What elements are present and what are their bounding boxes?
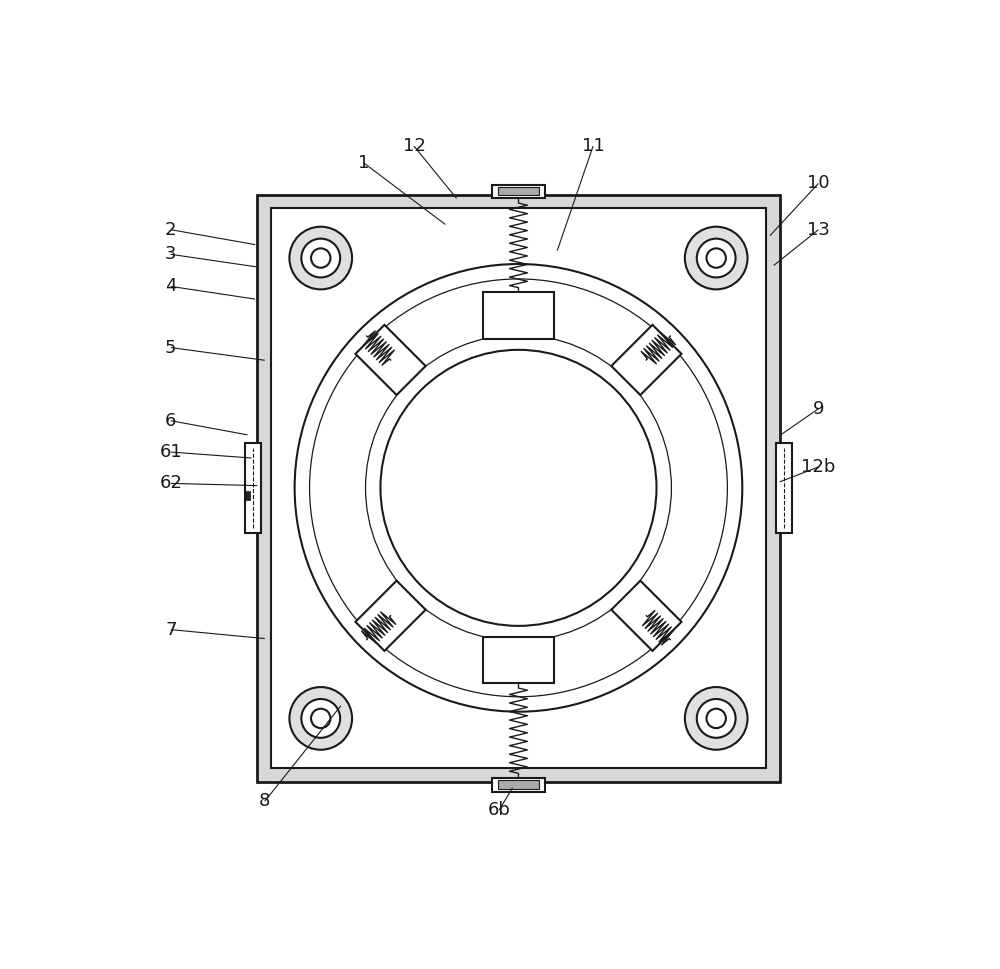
- Polygon shape: [611, 325, 681, 395]
- Text: 2: 2: [165, 221, 177, 238]
- Text: 5: 5: [165, 338, 177, 357]
- Text: 3: 3: [165, 245, 177, 264]
- Text: 61: 61: [159, 443, 182, 461]
- Polygon shape: [355, 325, 426, 395]
- Bar: [483, 293, 554, 338]
- Circle shape: [311, 248, 330, 267]
- Text: 12b: 12b: [801, 458, 836, 476]
- Bar: [245, 443, 261, 533]
- Bar: [498, 187, 539, 196]
- Circle shape: [697, 699, 736, 737]
- Circle shape: [697, 238, 736, 277]
- Text: 1: 1: [358, 153, 369, 172]
- Circle shape: [295, 264, 742, 711]
- Text: 12: 12: [403, 138, 425, 155]
- Circle shape: [311, 708, 330, 728]
- Circle shape: [380, 350, 657, 626]
- Text: 9: 9: [813, 400, 824, 418]
- Circle shape: [289, 227, 352, 290]
- Bar: [776, 443, 792, 533]
- Text: 13: 13: [807, 221, 830, 238]
- Circle shape: [301, 699, 340, 737]
- Text: 6b: 6b: [488, 801, 511, 819]
- Text: 4: 4: [165, 277, 177, 296]
- Circle shape: [685, 227, 748, 290]
- Polygon shape: [355, 580, 426, 651]
- Bar: [271, 208, 766, 768]
- Text: 10: 10: [807, 174, 830, 193]
- Text: 8: 8: [259, 793, 270, 810]
- Circle shape: [289, 687, 352, 750]
- Bar: [483, 637, 554, 683]
- Bar: [257, 195, 780, 782]
- Text: 6: 6: [165, 412, 176, 429]
- Bar: [492, 185, 545, 199]
- Text: 11: 11: [582, 138, 604, 155]
- Bar: [492, 778, 545, 792]
- Circle shape: [706, 708, 726, 728]
- Circle shape: [706, 248, 726, 267]
- Text: 7: 7: [165, 620, 177, 639]
- Circle shape: [301, 238, 340, 277]
- Bar: [245, 491, 250, 500]
- Text: 62: 62: [159, 475, 182, 492]
- Bar: [498, 780, 539, 789]
- Polygon shape: [611, 580, 681, 651]
- Circle shape: [685, 687, 748, 750]
